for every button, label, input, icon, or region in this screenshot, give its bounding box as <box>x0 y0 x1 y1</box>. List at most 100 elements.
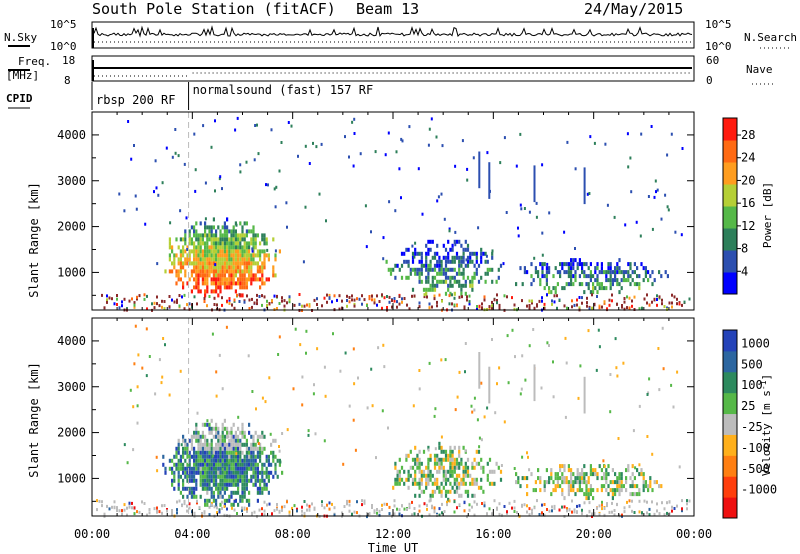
near-range-pixel <box>178 499 181 503</box>
echo-pixel <box>252 474 255 479</box>
echo-pixel <box>444 271 448 276</box>
echo-pixel <box>228 470 231 475</box>
near-range-pixel <box>483 504 486 508</box>
scatter-pixel <box>133 144 135 147</box>
echo-pixel <box>204 458 207 463</box>
near-range-pixel <box>408 502 411 506</box>
echo-pixel <box>469 255 472 260</box>
near-range-pixel <box>541 513 543 517</box>
near-range-pixel <box>446 503 448 507</box>
echo-pixel <box>219 478 222 483</box>
echo-pixel <box>420 259 423 264</box>
echo-pixel <box>411 477 415 482</box>
echo-pixel <box>433 453 437 458</box>
echo-pixel <box>537 476 540 481</box>
near-range-pixel <box>178 294 181 297</box>
near-range-pixel <box>373 510 376 514</box>
near-range-pixel <box>356 511 358 515</box>
echo-pixel <box>267 478 270 483</box>
scatter-pixel <box>586 192 589 196</box>
echo-pixel <box>433 267 437 272</box>
echo-pixel <box>543 484 546 489</box>
near-range-pixel <box>98 499 101 503</box>
echo-pixel <box>228 249 231 254</box>
scatter-pixel <box>626 132 629 136</box>
echo-pixel <box>592 274 595 279</box>
echo-pixel <box>228 261 231 266</box>
echo-pixel <box>206 466 209 471</box>
echo-pixel <box>440 279 443 284</box>
near-range-pixel <box>396 300 398 304</box>
echo-pixel <box>491 279 494 284</box>
echo-pixel <box>234 241 237 246</box>
near-range-pixel <box>543 513 546 517</box>
scatter-pixel <box>499 161 502 165</box>
near-range-pixel <box>228 297 231 301</box>
echo-pixel <box>276 474 279 479</box>
echo-pixel <box>493 481 496 486</box>
echo-pixel <box>210 430 213 435</box>
echo-pixel <box>195 430 198 435</box>
freq-top-tick: 18 <box>62 54 75 67</box>
power-colorbar-tick-label: 24 <box>741 151 755 165</box>
near-range-pixel <box>651 300 653 304</box>
scatter-pixel <box>234 128 237 132</box>
echo-pixel <box>484 259 487 264</box>
echo-pixel <box>565 262 568 267</box>
echo-pixel <box>449 449 452 454</box>
scatter-pixel <box>215 394 218 398</box>
near-range-pixel <box>601 305 603 309</box>
near-range-pixel <box>688 297 691 301</box>
echo-pixel <box>168 237 171 242</box>
echo-pixel <box>616 476 619 481</box>
velocity-colorbar-tick-label: 25 <box>741 399 755 413</box>
echo-pixel <box>449 481 452 486</box>
near-range-pixel <box>641 511 643 515</box>
near-range-pixel <box>426 507 428 511</box>
near-range-pixel <box>591 293 593 297</box>
echo-pixel <box>230 478 233 483</box>
near-range-pixel <box>458 295 461 299</box>
scatter-pixel <box>434 407 437 411</box>
near-range-pixel <box>186 504 188 508</box>
echo-pixel <box>274 257 277 262</box>
near-range-pixel <box>453 303 456 307</box>
echo-pixel <box>245 277 248 282</box>
echo-pixel <box>543 488 546 493</box>
echo-pixel <box>581 266 584 271</box>
echo-pixel <box>193 474 196 479</box>
near-range-pixel <box>478 304 481 308</box>
echo-pixel <box>215 249 218 254</box>
scatter-pixel <box>443 217 446 221</box>
echo-pixel <box>627 262 630 267</box>
near-range-pixel <box>203 511 206 515</box>
echo-pixel <box>574 492 577 497</box>
echo-pixel <box>162 454 165 459</box>
scatter-pixel <box>521 455 524 459</box>
echo-pixel <box>226 281 229 286</box>
echo-pixel <box>261 474 264 479</box>
echo-pixel <box>629 274 632 279</box>
near-range-pixel <box>211 503 213 507</box>
near-range-pixel <box>208 295 211 298</box>
scatter-pixel <box>251 249 254 253</box>
near-range-pixel <box>246 507 248 511</box>
echo-pixel <box>248 490 251 495</box>
echo-pixel <box>440 259 443 264</box>
echo-pixel <box>162 462 165 467</box>
echo-pixel <box>199 257 202 262</box>
echo-pixel <box>256 265 259 270</box>
echo-pixel <box>217 466 220 471</box>
echo-pixel <box>422 469 426 474</box>
scatter-pixel <box>382 257 385 261</box>
echo-pixel <box>543 274 546 279</box>
echo-pixel <box>627 274 630 279</box>
echo-pixel <box>460 481 463 486</box>
echo-pixel <box>204 245 207 250</box>
echo-pixel <box>254 442 257 447</box>
near-range-pixel <box>411 513 413 517</box>
echo-streak <box>478 151 481 189</box>
echo-pixel <box>488 457 492 462</box>
echo-pixel <box>272 454 275 459</box>
echo-pixel <box>259 482 262 487</box>
